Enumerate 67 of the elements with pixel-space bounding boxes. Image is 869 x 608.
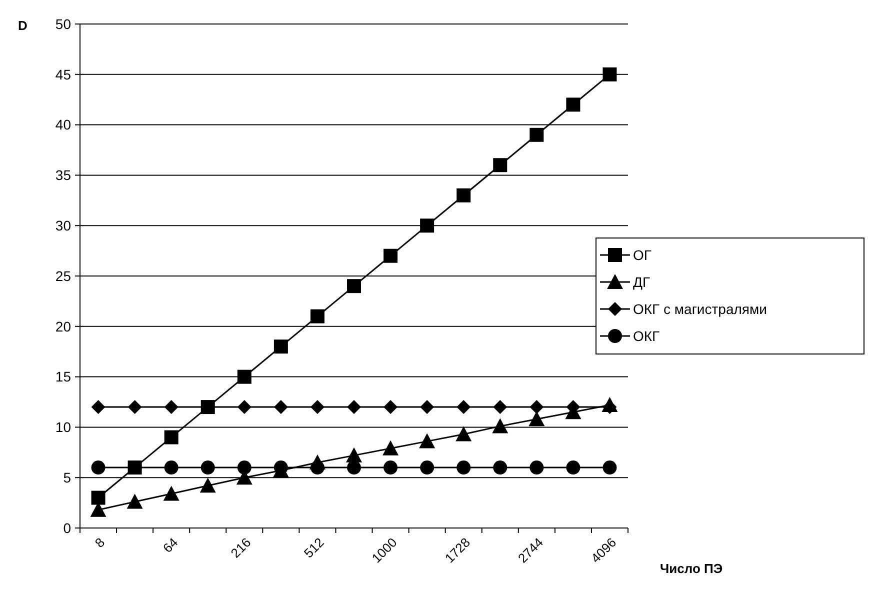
point [310,460,324,475]
point [347,400,361,414]
y-tick-label: 30 [55,218,72,234]
point [164,400,178,414]
point [456,460,471,475]
point [91,460,106,475]
point [237,370,252,384]
point [384,248,398,263]
y-tick-label: 35 [55,167,72,184]
point [237,400,252,414]
point [384,400,398,414]
legend-label: ОКГ с магистралями [633,300,767,317]
point [310,400,324,414]
point [382,440,399,456]
point [420,218,434,233]
y-tick-label: 40 [55,116,72,133]
point [163,486,180,501]
point [91,400,106,414]
y-tick-label: 20 [55,318,72,334]
point [492,418,508,434]
point [91,490,106,505]
point [530,128,544,142]
point [164,430,178,444]
point [274,400,288,414]
y-tick-label: 0 [63,520,72,536]
point [493,158,508,172]
point [420,460,434,475]
point [493,400,508,414]
y-axis-title: D [18,18,28,33]
point [347,460,361,475]
y-tick-label: 25 [55,268,72,284]
point [456,400,471,414]
x-tick-label: 512 [300,534,327,561]
point [456,426,472,442]
x-axis-title: Число ПЭ [660,561,723,576]
point [602,67,617,82]
y-tick-label: 10 [55,419,72,436]
point [530,400,544,414]
point [530,460,544,475]
y-tick-label: 15 [55,368,72,385]
point [200,478,216,493]
x-tick-label: 216 [228,534,254,561]
point [126,494,143,509]
point [566,98,580,112]
point [602,460,617,475]
point [347,279,361,294]
y-tick-label: 5 [63,470,72,486]
point [237,460,252,475]
point [310,309,324,324]
legend-label: ОКГ [633,328,660,344]
point [128,400,142,414]
point [528,411,545,426]
point [164,460,178,475]
legend-label: ДГ [633,274,650,290]
point [420,400,434,414]
point [419,433,436,448]
point [384,460,398,475]
y-tick-label: 50 [55,16,72,32]
point [493,460,508,475]
point [456,188,471,202]
x-tick-label: 64 [160,534,181,556]
x-tick-label: 8 [92,534,108,550]
point [274,340,288,354]
legend-label: ОГ [633,246,652,263]
point [566,460,580,475]
point [200,460,215,475]
y-tick-label: 45 [55,66,72,82]
